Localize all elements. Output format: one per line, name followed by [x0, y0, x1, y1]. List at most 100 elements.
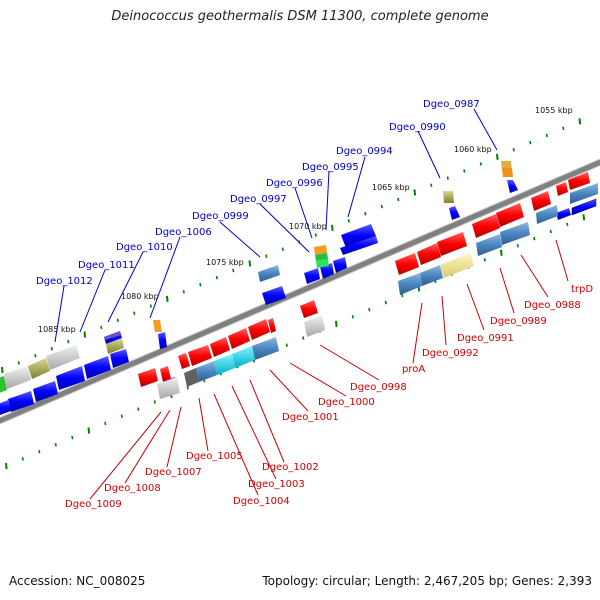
gene-arrow[interactable] [160, 366, 171, 382]
gene-arrow[interactable] [300, 300, 318, 318]
scale-tick [215, 275, 218, 280]
gene-arrow[interactable] [496, 203, 524, 227]
gene-arrow[interactable] [33, 381, 58, 402]
gene-label[interactable]: Dgeo_1006 [155, 227, 212, 238]
gene-arrow[interactable] [333, 257, 347, 273]
gene-arrow[interactable] [395, 253, 419, 275]
gene-box[interactable] [476, 234, 502, 256]
scale-tick [281, 247, 284, 251]
scale-label: 1055 kbp [535, 106, 573, 115]
gene-box[interactable] [536, 205, 558, 224]
gene-box[interactable] [106, 338, 124, 354]
gene-arrow[interactable] [138, 368, 158, 387]
gene-arrow[interactable] [110, 349, 129, 368]
gene-box[interactable] [153, 320, 162, 332]
gene-box[interactable] [420, 265, 443, 286]
gene-arrow[interactable] [341, 224, 376, 248]
gene-arrow[interactable] [0, 400, 11, 415]
gene-arrow[interactable] [531, 191, 551, 211]
gene-box[interactable] [0, 376, 7, 393]
gene-arrow[interactable] [320, 263, 334, 279]
gene-label[interactable]: Dgeo_0996 [266, 178, 323, 189]
gene-arrow[interactable] [8, 391, 34, 412]
gene-arrow[interactable] [248, 319, 270, 340]
gene-box[interactable] [46, 345, 80, 370]
gene-label[interactable]: Dgeo_0992 [422, 348, 479, 359]
gene-label[interactable]: Dgeo_1009 [65, 499, 122, 510]
gene-arrow[interactable] [268, 318, 276, 333]
gene-arrow[interactable] [568, 172, 590, 190]
gene-label[interactable]: Dgeo_1007 [145, 467, 202, 478]
gene-arrow[interactable] [84, 356, 111, 379]
gene-box[interactable] [28, 358, 50, 379]
gene-label[interactable]: Dgeo_1008 [104, 483, 161, 494]
gene-label[interactable]: Dgeo_0994 [336, 146, 393, 157]
scale-tick [100, 325, 103, 330]
scale-tick [479, 162, 482, 166]
gene-arrow[interactable] [571, 198, 597, 216]
gene-box[interactable] [570, 183, 598, 204]
gene-box[interactable] [443, 191, 454, 203]
gene-label[interactable]: Dgeo_1000 [318, 397, 375, 408]
gene-box[interactable] [214, 354, 235, 375]
gene-label[interactable]: Dgeo_1010 [116, 242, 173, 253]
gene-box[interactable] [314, 245, 327, 255]
gene-arrow[interactable] [417, 243, 441, 265]
gene-arrow[interactable] [228, 328, 250, 349]
gene-arrow[interactable] [158, 332, 167, 349]
gene-box[interactable] [398, 273, 422, 295]
gene-box[interactable] [440, 253, 474, 278]
gene-box[interactable] [316, 259, 329, 268]
gene-box[interactable] [258, 265, 280, 282]
gene-arrow[interactable] [262, 286, 286, 305]
gene-box[interactable] [304, 315, 325, 337]
scale-tick [182, 290, 185, 294]
scale-tick [582, 214, 586, 221]
label-leaders-bottom [89, 239, 569, 500]
gene-box[interactable] [196, 361, 217, 382]
gene-arrow[interactable] [178, 353, 190, 369]
gene-arrow[interactable] [556, 182, 568, 196]
gene-label[interactable]: Dgeo_0995 [302, 162, 359, 173]
gene-label[interactable]: Dgeo_0998 [350, 382, 407, 393]
gene-box[interactable] [184, 368, 199, 387]
gene-arrow[interactable] [472, 214, 500, 238]
gene-label[interactable]: Dgeo_0999 [192, 211, 249, 222]
gene-arrow[interactable] [437, 232, 467, 256]
gene-label[interactable]: Dgeo_1002 [262, 462, 319, 473]
gene-arrow[interactable] [304, 268, 320, 284]
gene-box[interactable] [501, 161, 512, 170]
gene-box[interactable] [232, 346, 255, 368]
gene-arrow[interactable] [449, 206, 460, 220]
gene-label[interactable]: trpD [571, 284, 593, 295]
gene-label[interactable]: Dgeo_1003 [248, 479, 305, 490]
scale-tick [149, 304, 152, 308]
gene-box[interactable] [502, 168, 513, 177]
gene-label[interactable]: Dgeo_0989 [490, 316, 547, 327]
gene-label[interactable]: Dgeo_1001 [282, 412, 339, 423]
gene-label[interactable]: Dgeo_1005 [186, 451, 243, 462]
gene-arrow[interactable] [56, 366, 85, 390]
gene-label[interactable]: Dgeo_0990 [389, 122, 446, 133]
gene-label[interactable]: Dgeo_1012 [36, 276, 93, 287]
gene-label[interactable]: Dgeo_1011 [78, 260, 135, 271]
gene-box[interactable] [104, 331, 121, 340]
scale-tick [104, 421, 107, 426]
gene-box[interactable] [500, 222, 530, 245]
gene-arrow[interactable] [556, 208, 571, 220]
gene-box[interactable] [252, 337, 279, 360]
gene-label[interactable]: Dgeo_0987 [423, 99, 480, 110]
gene-label[interactable]: Dgeo_0988 [524, 300, 581, 311]
gene-arrow[interactable] [507, 180, 518, 193]
gene-box[interactable] [315, 253, 328, 261]
gene-box[interactable] [157, 377, 180, 399]
gene-label[interactable]: proA [402, 364, 425, 375]
gene-label[interactable]: Dgeo_0997 [230, 194, 287, 205]
gene-arrow[interactable] [210, 337, 230, 357]
gene-arrow[interactable] [188, 345, 212, 366]
gene-arrow[interactable] [340, 236, 378, 255]
scale-tick [384, 300, 387, 305]
gene-label[interactable]: Dgeo_0991 [457, 333, 514, 344]
gene-box[interactable] [4, 366, 31, 389]
gene-label[interactable]: Dgeo_1004 [233, 496, 290, 507]
